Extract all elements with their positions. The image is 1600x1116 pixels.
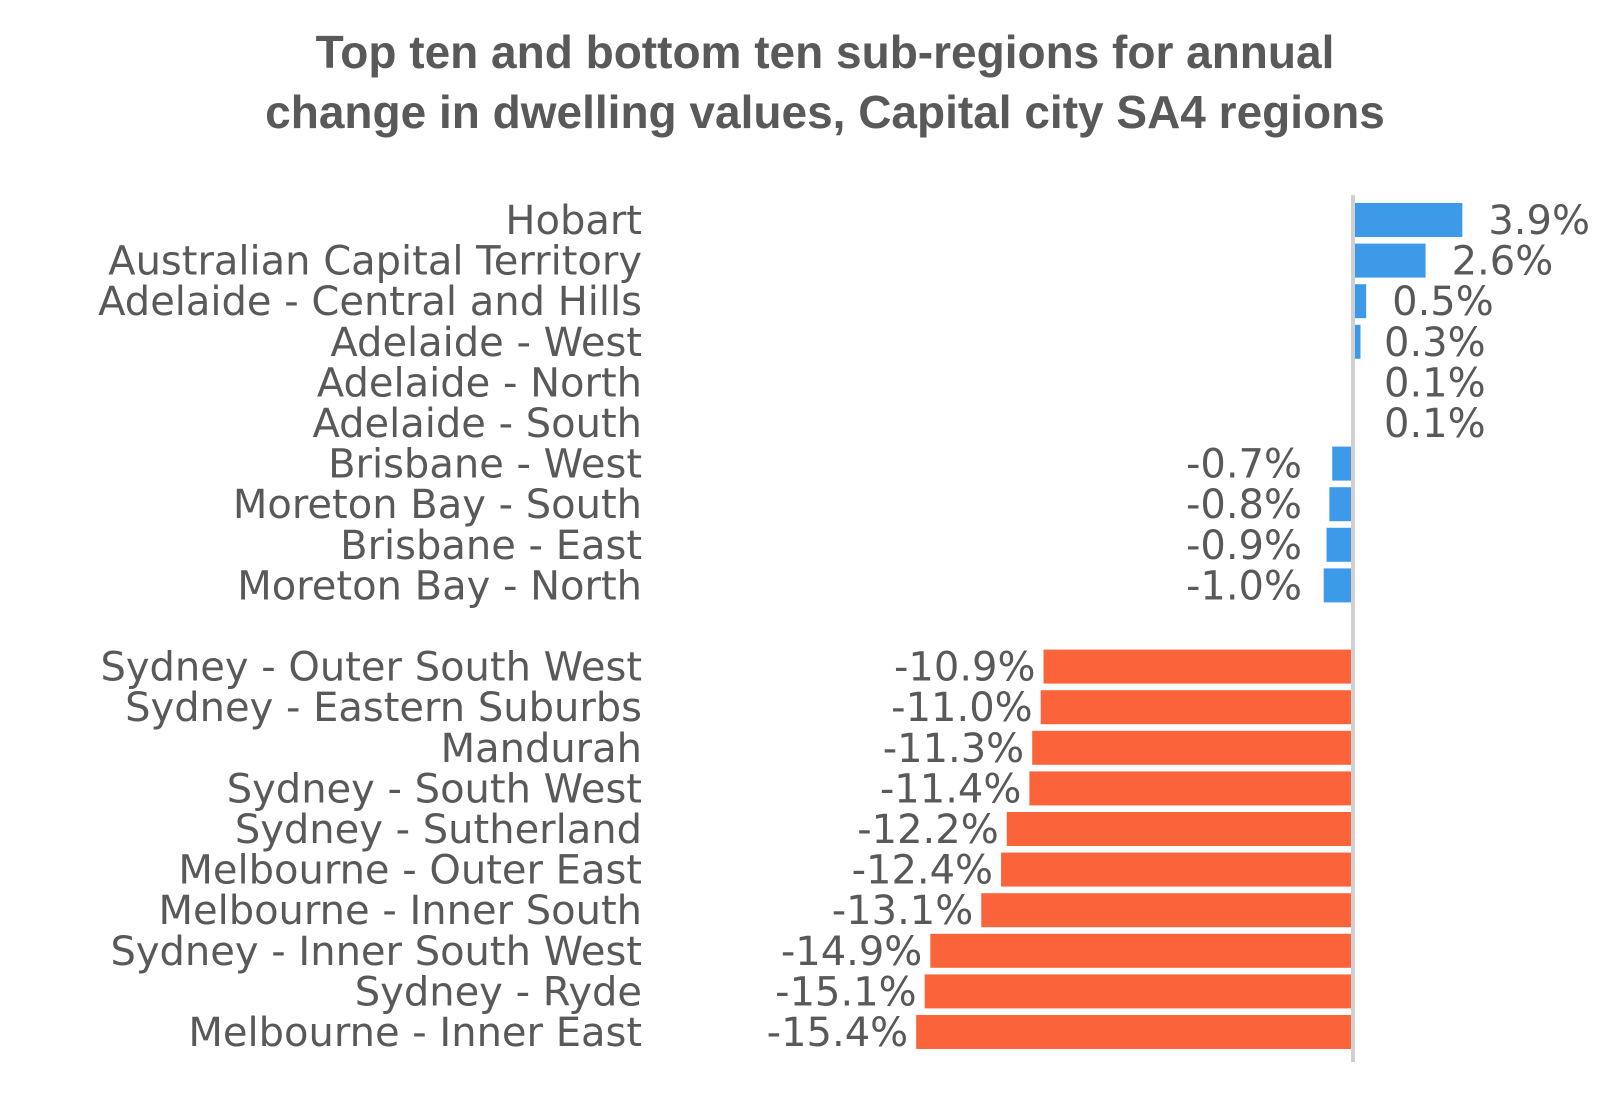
data-label: 0.1%	[1384, 401, 1486, 447]
category-label: Australian Capital Territory	[108, 239, 642, 285]
category-label: Moreton Bay - South	[233, 482, 642, 528]
bar	[1326, 527, 1352, 562]
chart-title: Top ten and bottom ten sub-regions for a…	[0, 22, 1600, 142]
bar	[1332, 446, 1352, 481]
bar	[1029, 771, 1352, 806]
category-label: Sydney - Eastern Suburbs	[125, 685, 642, 731]
bar	[1329, 487, 1352, 522]
data-label: -14.9%	[781, 929, 923, 975]
bar	[1352, 203, 1463, 237]
data-label: -15.1%	[775, 969, 917, 1015]
data-label: -12.2%	[857, 807, 999, 853]
category-label: Brisbane - East	[340, 523, 642, 569]
bar	[916, 1015, 1352, 1049]
category-label: Mandurah	[441, 726, 642, 772]
data-label: 2.6%	[1452, 239, 1554, 285]
data-label: -1.0%	[1186, 563, 1302, 609]
data-label: -11.3%	[883, 726, 1025, 772]
data-label: -12.4%	[852, 848, 994, 894]
category-label: Melbourne - Inner South	[158, 888, 642, 934]
data-label: -10.9%	[894, 645, 1036, 691]
category-label: Hobart	[505, 198, 642, 244]
category-label: Sydney - Inner South West	[110, 929, 642, 975]
category-label: Adelaide - North	[317, 360, 642, 406]
chart-title-line-2: change in dwelling values, Capital city …	[265, 86, 1385, 138]
data-label: 0.3%	[1384, 320, 1486, 366]
category-label: Sydney - Outer South West	[100, 645, 642, 691]
bar	[1006, 812, 1352, 846]
bar	[1323, 568, 1352, 603]
category-label: Melbourne - Inner East	[188, 1010, 642, 1056]
category-label: Adelaide - Central and Hills	[98, 279, 642, 325]
bar	[1032, 730, 1352, 765]
category-label: Sydney - Ryde	[355, 969, 642, 1015]
data-label: -0.9%	[1186, 523, 1302, 569]
data-label: -11.0%	[891, 685, 1033, 731]
category-label: Sydney - Sutherland	[235, 807, 642, 853]
data-label: -0.8%	[1186, 482, 1302, 528]
bar	[1352, 243, 1426, 278]
bar	[1001, 852, 1352, 887]
category-label: Melbourne - Outer East	[178, 848, 642, 894]
bar	[1352, 284, 1367, 319]
bar	[1352, 324, 1361, 359]
data-label: -15.4%	[767, 1010, 909, 1056]
chart-title-line-1: Top ten and bottom ten sub-regions for a…	[315, 26, 1335, 78]
bar	[1040, 690, 1352, 725]
data-label: 0.1%	[1384, 360, 1486, 406]
bar	[981, 893, 1352, 928]
category-label: Brisbane - West	[328, 442, 642, 488]
category-label: Sydney - South West	[227, 766, 642, 812]
category-label: Adelaide - West	[330, 320, 642, 366]
data-label: -0.7%	[1186, 442, 1302, 488]
data-label: -11.4%	[880, 766, 1022, 812]
data-label: -13.1%	[832, 888, 974, 934]
bar	[930, 933, 1352, 968]
bar	[924, 974, 1352, 1009]
category-label: Moreton Bay - North	[237, 563, 642, 609]
category-label: Adelaide - South	[312, 401, 642, 447]
data-label: 0.5%	[1392, 279, 1494, 325]
data-label: 3.9%	[1488, 198, 1590, 244]
bar	[1043, 649, 1352, 684]
